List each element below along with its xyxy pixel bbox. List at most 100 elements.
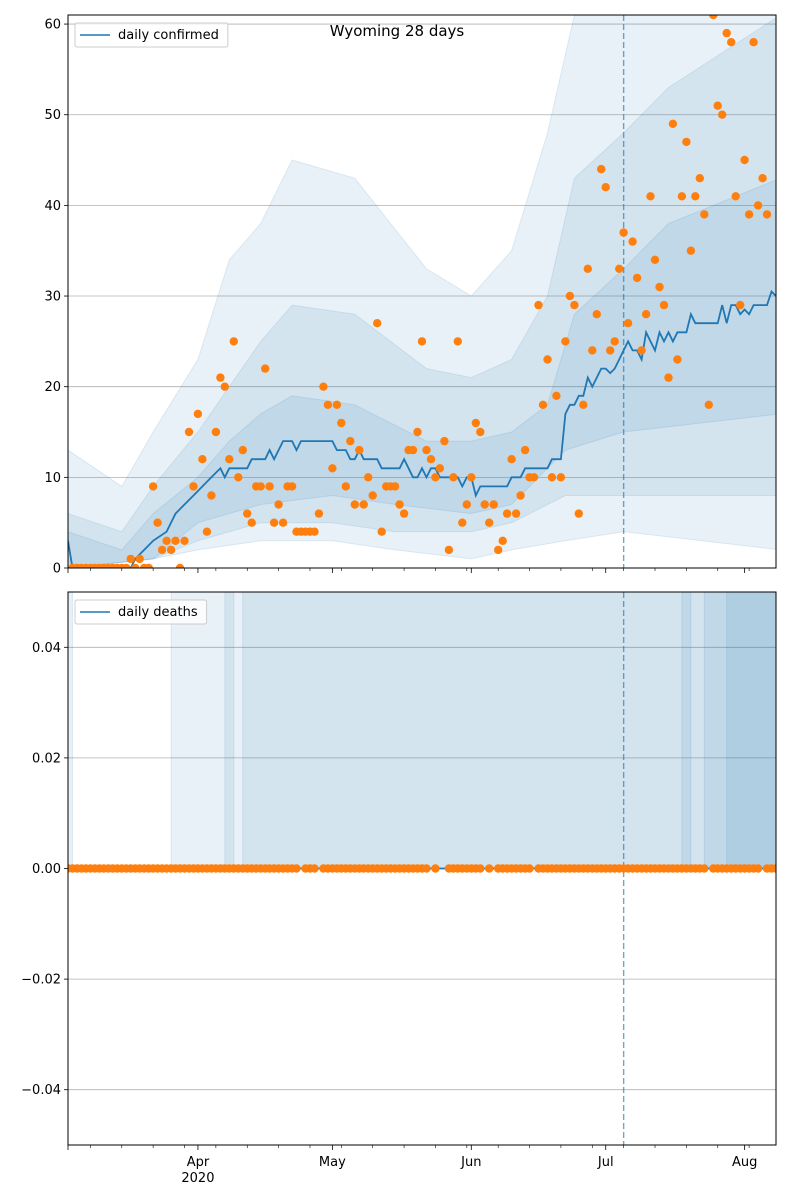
confirmed-point-118 [597, 164, 606, 174]
confirmed-point-56 [319, 382, 328, 391]
confirmed-point-100 [516, 491, 525, 500]
confirmed-point-13 [126, 554, 135, 564]
confirmed-point-87 [458, 518, 467, 527]
confirmed-y-ticks: 0 10 20 30 40 50 60 [44, 18, 68, 577]
confirmed-point-135 [673, 355, 682, 364]
uncertainty-band-1 [170, 592, 776, 869]
confirmed-point-65 [359, 500, 368, 509]
confirmed-point-97 [502, 509, 512, 518]
confirmed-point-57 [323, 400, 333, 409]
y-tick-label-1: −0.02 [21, 973, 61, 988]
confirmed-point-142 [704, 400, 713, 409]
confirmed-point-76 [408, 445, 418, 455]
confirmed-point-44 [265, 482, 274, 491]
x-tick-label-apr: Apr [187, 1155, 210, 1170]
confirmed-point-144 [713, 101, 722, 110]
confirmed-point-99 [511, 509, 521, 518]
confirmed-point-147 [727, 38, 736, 47]
deaths-point-148 [771, 864, 776, 873]
confirmed-point-88 [462, 500, 471, 509]
confirmed-point-36 [229, 337, 238, 346]
confirmed-point-137 [682, 137, 691, 147]
confirmed-point-47 [278, 518, 288, 527]
confirmed-point-101 [520, 445, 530, 455]
confirmed-point-103 [529, 473, 539, 482]
y-tick-label-5: 50 [44, 108, 61, 123]
confirmed-point-18 [148, 482, 158, 491]
y-tick-label-0: 0 [53, 562, 61, 577]
confirmed-point-150 [740, 155, 749, 165]
confirmed-point-83 [440, 436, 449, 446]
confirmed-point-31 [207, 491, 216, 500]
deaths-point-87 [476, 864, 485, 873]
confirmed-point-72 [390, 482, 400, 491]
confirmed-point-90 [471, 418, 480, 428]
confirmed-point-86 [453, 337, 462, 346]
confirmed-point-136 [677, 192, 687, 201]
y-tick-label-0: −0.04 [21, 1083, 61, 1098]
confirmed-point-21 [162, 536, 171, 545]
y-tick-label-2: 20 [44, 380, 61, 395]
deaths-point-51 [292, 864, 301, 873]
uncertainty-band-0 [68, 15, 776, 568]
confirmed-point-78 [417, 337, 427, 346]
confirmed-point-113 [574, 509, 583, 518]
confirmed-point-62 [346, 436, 355, 446]
confirmed-point-27 [189, 482, 198, 491]
confirmed-point-106 [543, 355, 552, 364]
confirmed-point-107 [547, 473, 557, 482]
confirmed-point-139 [691, 192, 700, 201]
confirmed-panel: 0 10 20 30 40 50 60 daily confirmed Wyoming 28… [44, 14, 777, 577]
confirmed-point-122 [615, 264, 624, 273]
confirmed-point-129 [646, 192, 655, 201]
confirmed-point-80 [426, 455, 436, 464]
confirmed-point-98 [507, 455, 516, 464]
confirmed-point-77 [413, 427, 422, 437]
confirmed-line [68, 289, 776, 568]
confirmed-point-61 [341, 482, 350, 491]
confirmed-point-79 [422, 445, 431, 455]
confirmed-legend-label: daily confirmed [118, 28, 219, 43]
confirmed-point-94 [489, 500, 498, 509]
y-tick-label-1: 10 [44, 471, 61, 486]
confirmed-point-81 [431, 473, 440, 482]
confirmed-point-104 [534, 300, 543, 310]
confirmed-point-23 [171, 536, 180, 545]
confirmed-point-119 [601, 183, 610, 192]
confirmed-point-110 [561, 337, 570, 346]
confirmed-legend-box [74, 22, 229, 48]
confirmed-point-46 [274, 500, 283, 509]
confirmed-point-35 [225, 455, 234, 464]
x-axis-month-labels: Apr May Jun Jul Aug 2020 [181, 1155, 757, 1186]
y-tick-label-3: 30 [44, 290, 61, 305]
confirmed-points [68, 15, 772, 568]
confirmed-point-58 [328, 464, 337, 473]
deaths-point-79 [431, 864, 440, 873]
confirmed-point-152 [749, 38, 758, 47]
confirmed-point-130 [650, 255, 660, 264]
confirmed-point-105 [538, 400, 548, 409]
confirmed-point-19 [153, 518, 162, 527]
confirmed-point-132 [659, 300, 669, 310]
confirmed-point-68 [373, 319, 382, 328]
deaths-point-54 [310, 864, 319, 873]
confirmed-point-32 [211, 427, 221, 437]
confirmed-point-93 [485, 518, 494, 527]
y-tick-label-2: 0.00 [32, 862, 61, 877]
confirmed-point-126 [632, 273, 642, 283]
deaths-point-88 [485, 864, 494, 873]
confirmed-point-155 [762, 210, 772, 219]
confirmed-point-55 [314, 509, 324, 518]
confirmed-point-45 [269, 518, 279, 527]
confirmed-point-74 [399, 509, 409, 518]
confirmed-legend: daily confirmed [74, 22, 229, 48]
confirmed-point-146 [722, 28, 731, 38]
confirmed-point-73 [395, 500, 404, 509]
deaths-point-134 [700, 864, 709, 873]
confirmed-point-49 [287, 482, 297, 491]
confirmed-point-17 [144, 563, 153, 568]
confirmed-point-140 [695, 174, 704, 183]
confirmed-point-34 [220, 382, 229, 391]
deaths-point-78 [422, 864, 431, 873]
confirmed-point-111 [565, 291, 575, 301]
